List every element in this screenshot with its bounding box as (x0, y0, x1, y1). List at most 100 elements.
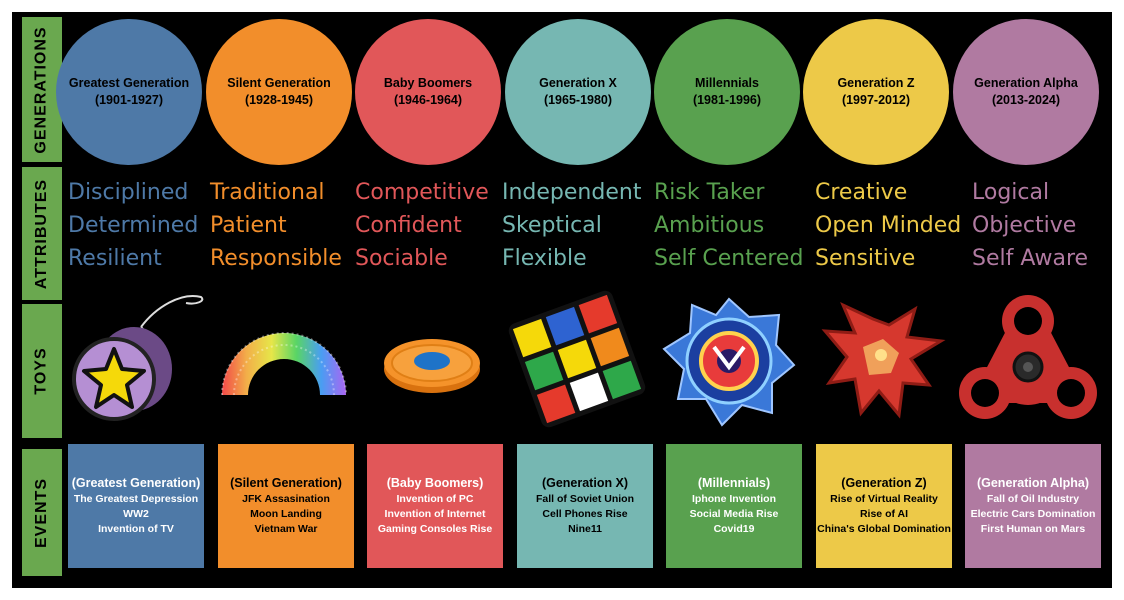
generation-years: (1901-1927) (94, 93, 164, 107)
attribute-text: Traditional (210, 180, 325, 205)
generation-circle-z: Generation Z (1997-2012) (803, 19, 949, 165)
attribute-text: Disciplined (68, 180, 189, 205)
event-card-title: (Silent Generation) (230, 476, 342, 490)
attribute-text: Objective (972, 213, 1077, 238)
generations-infographic: GENERATIONS ATTRIBUTES TOYS EVENTS Great… (12, 12, 1112, 588)
event-item: Covid19 (713, 523, 755, 535)
attributes-label-text: ATTRIBUTES (33, 178, 51, 289)
events-label-text: EVENTS (33, 477, 51, 548)
attributes-alpha: Logical Objective Self Aware (972, 176, 1088, 275)
attributes-z: Creative Open Minded Sensitive (815, 176, 961, 275)
generations-row-label: GENERATIONS (22, 17, 62, 162)
yo-yo-icon (56, 287, 206, 437)
generation-name: Millennials (695, 76, 759, 90)
event-item: Invention of TV (98, 523, 174, 535)
slinky-icon (208, 287, 358, 437)
toys-label-text: TOYS (33, 347, 50, 395)
attributes-row-label: ATTRIBUTES (22, 167, 62, 300)
rubiks-cube-icon (502, 287, 652, 437)
event-item: Social Media Rise (689, 508, 779, 520)
events-card-z: (Generation Z) Rise of Virtual Reality R… (816, 444, 952, 568)
event-item: Rise of Virtual Reality (830, 493, 938, 505)
generation-years: (1946-1964) (393, 93, 463, 107)
generation-circle-greatest: Greatest Generation (1901-1927) (56, 19, 202, 165)
generation-years: (1981-1996) (692, 93, 762, 107)
events-card-silent: (Silent Generation) JFK Assasination Moo… (218, 444, 354, 568)
generation-years: (2013-2024) (991, 93, 1061, 107)
event-card-title: (Generation X) (541, 476, 629, 490)
toys-row-label: TOYS (22, 304, 62, 438)
event-item: Moon Landing (250, 508, 322, 520)
event-item: Rise of AI (859, 508, 909, 520)
event-item: Invention of Internet (384, 508, 486, 520)
event-item: First Human on Mars (980, 523, 1086, 535)
events-card-greatest: (Greatest Generation) The Greatest Depre… (68, 444, 204, 568)
event-item: JFK Assasination (242, 493, 330, 505)
attribute-text: Ambitious (654, 213, 765, 238)
attribute-text: Creative (815, 180, 908, 205)
attributes-boomers: Competitive Confident Sociable (355, 176, 489, 275)
event-card-title: (Generation Z) (841, 476, 927, 490)
events-card-alpha: (Generation Alpha) Fall of Oil Industry … (965, 444, 1101, 568)
attribute-text: Skeptical (502, 213, 602, 238)
event-card-title: (Generation Alpha) (976, 476, 1090, 490)
events-row-label: EVENTS (22, 449, 62, 576)
event-item: Electric Cars Domination (970, 508, 1096, 520)
generation-years: (1928-1945) (244, 93, 314, 107)
attribute-text: Flexible (502, 246, 587, 271)
generation-name: Generation Alpha (974, 76, 1078, 90)
generation-name: Generation X (539, 76, 617, 90)
attribute-text: Competitive (355, 180, 489, 205)
generation-circle-boomers: Baby Boomers (1946-1964) (355, 19, 501, 165)
beyblade-icon (654, 287, 804, 437)
attribute-text: Determined (68, 213, 199, 238)
attribute-text: Sociable (355, 246, 448, 271)
attribute-text: Confident (355, 213, 462, 238)
events-card-x: (Generation X) Fall of Soviet Union Cell… (517, 444, 653, 568)
event-card-title: (Greatest Generation) (71, 476, 201, 490)
event-item: Gaming Consoles Rise (377, 523, 493, 535)
generation-name: Generation Z (837, 76, 915, 90)
event-item: WW2 (123, 508, 149, 520)
generation-name: Silent Generation (227, 76, 331, 90)
attributes-silent: Traditional Patient Responsible (210, 176, 342, 275)
event-item: Iphone Invention (692, 493, 776, 505)
events-card-millennials: (Millennials) Iphone Invention Social Me… (666, 444, 802, 568)
generation-name: Baby Boomers (383, 76, 473, 90)
attribute-text: Self Centered (654, 246, 804, 271)
bakugan-icon (803, 287, 953, 437)
attribute-text: Independent (502, 180, 642, 205)
generation-circle-silent: Silent Generation (1928-1945) (206, 19, 352, 165)
generations-label-text: GENERATIONS (33, 25, 50, 154)
event-card-title: (Millennials) (697, 476, 771, 490)
generation-years: (1965-1980) (543, 93, 613, 107)
attributes-greatest: Disciplined Determined Resilient (68, 176, 198, 275)
events-card-boomers: (Baby Boomers) Invention of PC Invention… (367, 444, 503, 568)
event-item: Vietnam War (254, 523, 318, 535)
event-item: Nine11 (568, 523, 602, 535)
generation-name: Greatest Generation (68, 76, 190, 90)
generation-years: (1997-2012) (841, 93, 911, 107)
frisbee-icon (355, 287, 505, 437)
attributes-x: Independent Skeptical Flexible (502, 176, 641, 275)
event-item: Fall of Oil Industry (986, 493, 1080, 505)
event-item: Invention of PC (396, 493, 474, 505)
event-item: China's Global Domination (817, 523, 951, 535)
event-item: The Greatest Depression (73, 493, 199, 505)
attribute-text: Self Aware (972, 246, 1089, 271)
event-card-title: (Baby Boomers) (386, 476, 484, 490)
attribute-text: Sensitive (815, 246, 916, 271)
attribute-text: Patient (210, 213, 287, 238)
attribute-text: Open Minded (815, 213, 962, 238)
fidget-spinner-icon (953, 287, 1103, 437)
generation-circle-millennials: Millennials (1981-1996) (654, 19, 800, 165)
attributes-millennials: Risk Taker Ambitious Self Centered (654, 176, 803, 275)
event-item: Fall of Soviet Union (535, 493, 634, 505)
attribute-text: Resilient (68, 246, 162, 271)
generation-circle-alpha: Generation Alpha (2013-2024) (953, 19, 1099, 165)
event-item: Cell Phones Rise (542, 508, 628, 520)
attribute-text: Responsible (210, 246, 342, 271)
attribute-text: Risk Taker (654, 180, 765, 205)
generation-circle-x: Generation X (1965-1980) (505, 19, 651, 165)
attribute-text: Logical (972, 180, 1050, 205)
